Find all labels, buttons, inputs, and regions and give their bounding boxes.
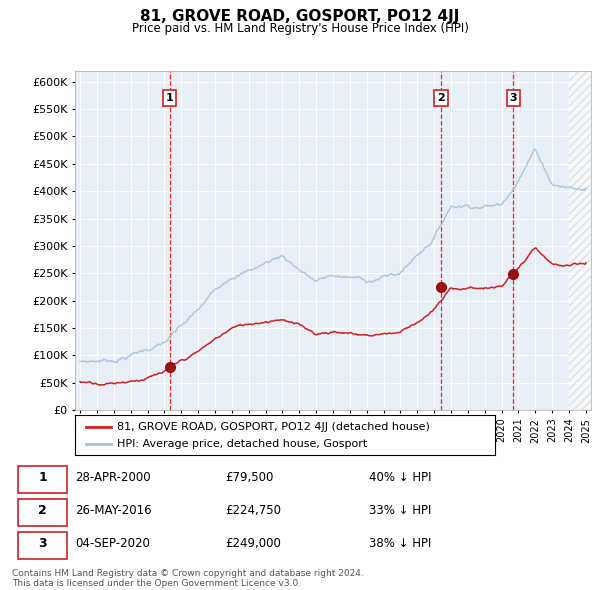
Text: 81, GROVE ROAD, GOSPORT, PO12 4JJ: 81, GROVE ROAD, GOSPORT, PO12 4JJ	[140, 9, 460, 24]
Text: 1: 1	[166, 93, 173, 103]
Text: 3: 3	[38, 537, 47, 550]
Text: 38% ↓ HPI: 38% ↓ HPI	[369, 537, 431, 550]
Text: 28-APR-2000: 28-APR-2000	[76, 471, 151, 484]
Text: 81, GROVE ROAD, GOSPORT, PO12 4JJ (detached house): 81, GROVE ROAD, GOSPORT, PO12 4JJ (detac…	[117, 422, 430, 432]
Text: £79,500: £79,500	[225, 471, 274, 484]
FancyBboxPatch shape	[18, 466, 67, 493]
Text: 2: 2	[38, 504, 47, 517]
Text: 26-MAY-2016: 26-MAY-2016	[76, 504, 152, 517]
Text: 2: 2	[437, 93, 445, 103]
Text: 40% ↓ HPI: 40% ↓ HPI	[369, 471, 431, 484]
Text: Contains HM Land Registry data © Crown copyright and database right 2024.
This d: Contains HM Land Registry data © Crown c…	[12, 569, 364, 588]
FancyBboxPatch shape	[18, 499, 67, 526]
Text: Price paid vs. HM Land Registry's House Price Index (HPI): Price paid vs. HM Land Registry's House …	[131, 22, 469, 35]
Text: HPI: Average price, detached house, Gosport: HPI: Average price, detached house, Gosp…	[117, 439, 367, 449]
Text: 04-SEP-2020: 04-SEP-2020	[76, 537, 150, 550]
Text: £249,000: £249,000	[225, 537, 281, 550]
Text: 1: 1	[38, 471, 47, 484]
FancyBboxPatch shape	[18, 532, 67, 559]
Text: 3: 3	[509, 93, 517, 103]
Text: 33% ↓ HPI: 33% ↓ HPI	[369, 504, 431, 517]
Text: £224,750: £224,750	[225, 504, 281, 517]
Bar	[569, 54, 600, 410]
